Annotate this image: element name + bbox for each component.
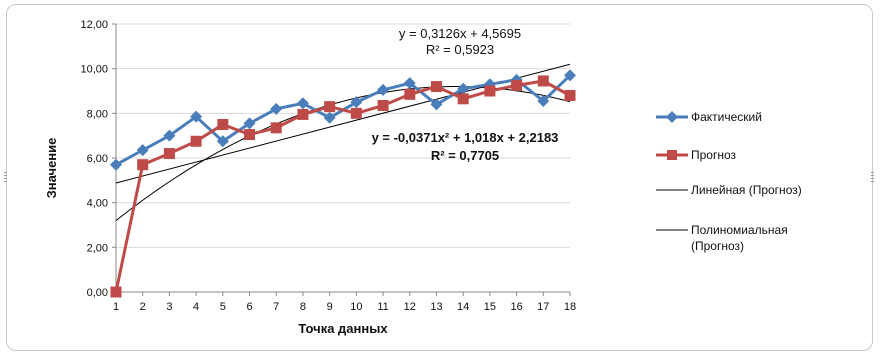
x-tick-label-17: 18	[564, 301, 576, 313]
point-forecast-1	[110, 286, 122, 298]
data-series	[110, 69, 576, 298]
point-actual-5	[216, 135, 229, 148]
poly-trend-equation: y = -0,0371x² + 1,018x + 2,2183	[372, 130, 559, 145]
legend-label-poly-trend-line2: (Прогноз)	[691, 239, 744, 253]
x-tick-label-2: 3	[166, 301, 172, 313]
point-forecast-10	[350, 107, 362, 119]
polynomial-trendline	[115, 86, 571, 221]
x-axis-title: Точка данных	[298, 321, 388, 336]
x-tick-labels: 1 2 3 4 5 6 7 8 9 10 11 12 13 14 15 16 17 18	[113, 301, 576, 313]
point-actual-12	[403, 77, 416, 90]
point-forecast-5	[217, 119, 229, 130]
x-tick-label-13: 14	[457, 301, 469, 313]
point-forecast-17	[537, 75, 549, 87]
x-tick-label-11: 12	[404, 301, 416, 313]
y-axis-title: Значение	[44, 138, 59, 199]
legend-item-linear-trend[interactable]: Линейная (Прогноз)	[656, 183, 802, 197]
y-tick-label-6: 12,00	[80, 19, 108, 31]
x-tick-label-14: 15	[484, 301, 496, 313]
point-forecast-11	[377, 100, 389, 112]
point-actual-18	[564, 69, 576, 82]
point-forecast-7	[270, 122, 282, 134]
series-line-forecast	[114, 79, 571, 293]
x-tick-label-1: 2	[140, 301, 146, 313]
point-actual-13	[430, 98, 443, 111]
resize-handle-right[interactable]	[871, 172, 874, 182]
point-actual-1	[110, 158, 122, 171]
x-tick-label-5: 6	[246, 301, 252, 313]
y-tick-labels: 0,00 2,00 4,00 6,00 8,00 10,00 12,00	[80, 19, 108, 299]
point-actual-9	[323, 111, 336, 124]
point-actual-6	[243, 117, 256, 130]
x-tick-label-7: 8	[300, 301, 306, 313]
legend-item-actual[interactable]: Фактический	[656, 110, 762, 124]
legend-label-poly-trend-line1: Полиномиальная	[691, 223, 788, 237]
legend-label-actual: Фактический	[691, 110, 762, 124]
x-tick-label-9: 10	[350, 301, 362, 313]
y-tick-label-3: 6,00	[87, 153, 108, 165]
legend-marker-forecast	[667, 150, 677, 160]
linear-trend-r2: R² = 0,5923	[426, 42, 494, 57]
point-forecast-2	[137, 159, 149, 171]
point-forecast-6	[244, 129, 256, 141]
point-forecast-15	[484, 85, 496, 97]
point-actual-10	[350, 96, 363, 109]
resize-handle-left[interactable]	[4, 172, 7, 182]
legend-label-linear-trend: Линейная (Прогноз)	[691, 183, 802, 197]
x-tick-label-12: 13	[430, 301, 442, 313]
linear-trend-equation: y = 0,3126x + 4,5695	[399, 26, 521, 41]
y-tick-label-4: 8,00	[87, 108, 108, 120]
point-actual-7	[270, 102, 283, 115]
x-tick-label-8: 9	[327, 301, 333, 313]
point-actual-4	[190, 110, 203, 123]
point-forecast-8	[297, 108, 309, 120]
point-actual-11	[377, 83, 390, 96]
point-actual-8	[296, 97, 309, 110]
x-tick-label-3: 4	[193, 301, 199, 313]
point-forecast-14	[457, 93, 469, 105]
point-forecast-18	[564, 89, 576, 101]
legend-label-forecast: Прогноз	[691, 148, 737, 162]
point-forecast-13	[430, 81, 442, 93]
point-actual-3	[163, 129, 176, 142]
gridlines	[116, 23, 570, 248]
y-tick-label-2: 4,00	[87, 198, 108, 210]
point-forecast-12	[404, 88, 416, 100]
point-actual-17	[537, 95, 550, 108]
point-forecast-16	[511, 79, 523, 91]
x-tick-label-16: 17	[537, 301, 549, 313]
axes	[112, 23, 571, 296]
point-forecast-3	[163, 148, 175, 160]
poly-trend-r2: R² = 0,7705	[431, 148, 499, 163]
y-tick-label-5: 10,00	[80, 64, 108, 76]
x-tick-label-0: 1	[113, 301, 119, 313]
point-actual-2	[136, 144, 149, 157]
x-tick-label-15: 16	[510, 301, 522, 313]
legend[interactable]: Фактический Прогноз Линейная (Прогноз) П…	[656, 110, 802, 253]
chart-area[interactable]	[6, 4, 873, 351]
y-tick-label-1: 2,00	[87, 242, 108, 254]
point-actual-14	[457, 82, 470, 95]
legend-marker-actual	[666, 111, 678, 123]
x-tick-label-10: 11	[377, 301, 388, 313]
legend-item-poly-trend[interactable]: Полиномиальная (Прогноз)	[656, 223, 788, 253]
point-forecast-4	[190, 135, 202, 147]
y-tick-label-0: 0,00	[87, 287, 108, 299]
x-tick-label-6: 7	[273, 301, 279, 313]
x-tick-label-4: 5	[220, 301, 226, 313]
point-forecast-9	[324, 101, 336, 113]
legend-item-forecast[interactable]: Прогноз	[656, 148, 737, 162]
